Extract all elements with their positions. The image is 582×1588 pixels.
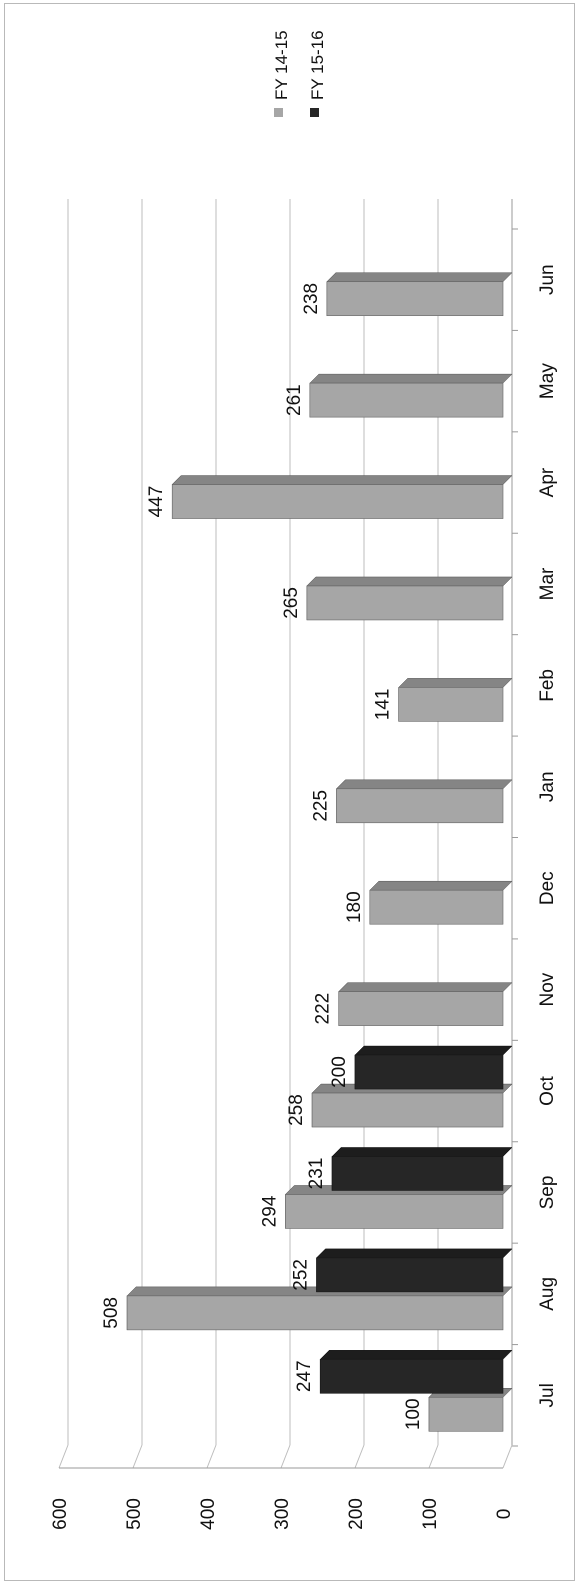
bar-side-face — [171, 475, 513, 485]
bar-side-face — [315, 1248, 513, 1259]
data-label-fy14-15-oct: 258 — [286, 1094, 307, 1126]
category-label-jun: Jun — [537, 264, 558, 295]
bar-front-face — [338, 991, 504, 1026]
data-label-fy15-16-sep: 231 — [306, 1158, 327, 1190]
category-label-may: May — [537, 363, 558, 399]
bar-side-face — [338, 982, 513, 992]
bar-fy15-16-sep — [331, 1146, 513, 1192]
data-label-fy14-15-nov: 222 — [313, 993, 334, 1025]
bar-fy15-16-aug — [315, 1248, 513, 1293]
data-label-fy15-16-oct: 200 — [329, 1056, 350, 1088]
value-tick-label-300: 300 — [272, 1498, 293, 1530]
bar-front-face — [326, 281, 504, 317]
gridline-floor-0 — [502, 1444, 513, 1469]
bar-fy14-15-sep — [284, 1184, 513, 1230]
bar-chart: 100 508 294 258 222 180 225 141 265 447 261 238 247 2… — [50, 30, 558, 1530]
data-label-fy15-16-jul: 247 — [294, 1360, 315, 1392]
bar-fy14-15-jun — [326, 272, 513, 317]
value-tick-label-600: 600 — [50, 1498, 71, 1530]
value-tick-label-400: 400 — [198, 1498, 219, 1530]
gridline-floor-300 — [280, 1444, 291, 1469]
bar-fy14-15-oct — [311, 1083, 513, 1128]
bars — [126, 272, 513, 1432]
data-label-fy14-15-dec: 180 — [344, 891, 365, 923]
bar-side-face — [309, 373, 513, 384]
gridline-floor-600 — [58, 1444, 69, 1469]
bar-front-face — [285, 1194, 504, 1229]
category-label-mar: Mar — [537, 567, 558, 600]
gridline-floor-400 — [206, 1444, 217, 1469]
bar-front-face — [316, 1257, 504, 1293]
data-label-fy14-15-aug: 508 — [101, 1297, 122, 1329]
bar-side-face — [398, 678, 513, 688]
bar-side-face — [306, 576, 513, 587]
data-label-fy15-16-aug: 252 — [291, 1259, 312, 1291]
bar-fy14-15-may — [309, 373, 513, 418]
bar-fy14-15-mar — [306, 576, 513, 621]
data-label-fy14-15-feb: 141 — [373, 689, 394, 721]
bar-fy14-15-dec — [369, 880, 513, 925]
bar-side-face — [354, 1045, 513, 1056]
bar-fy14-15-nov — [338, 982, 513, 1027]
bar-front-face — [369, 889, 504, 925]
bar-front-face — [311, 1092, 504, 1128]
bar-fy14-15-jul — [428, 1387, 513, 1432]
category-label-dec: Dec — [537, 871, 558, 905]
legend-swatch-fy14-15 — [274, 108, 283, 117]
bar-fy14-15-feb — [398, 677, 513, 722]
category-label-jul: Jul — [537, 1383, 558, 1407]
category-label-nov: Nov — [537, 972, 558, 1006]
bar-side-face — [326, 272, 513, 282]
legend-label-fy14-15: FY 14-15 — [272, 30, 291, 100]
value-tick-label-0: 0 — [494, 1509, 515, 1520]
bar-fy14-15-apr — [171, 474, 513, 520]
bar-side-face — [331, 1147, 513, 1157]
data-label-fy14-15-sep: 294 — [259, 1195, 280, 1227]
legend-swatch-fy15-16 — [310, 108, 319, 117]
value-tick-label-500: 500 — [124, 1498, 145, 1530]
bar-side-face — [335, 779, 513, 790]
chart-frame: 100 508 294 258 222 180 225 141 265 447 261 238 247 2… — [4, 3, 575, 1581]
legend-label-fy15-16: FY 15-16 — [308, 30, 327, 100]
gridline-floor-500 — [132, 1444, 143, 1469]
gridline-floor-200 — [354, 1444, 365, 1469]
data-label-fy14-15-may: 261 — [284, 384, 305, 416]
bar-front-face — [306, 585, 504, 621]
bar-front-face — [428, 1396, 504, 1432]
category-label-oct: Oct — [537, 1076, 558, 1106]
bar-fy15-16-jul — [319, 1349, 513, 1394]
bar-front-face — [398, 687, 504, 722]
data-label-fy14-15-apr: 447 — [146, 486, 167, 518]
bar-fy14-15-jan — [335, 779, 513, 824]
bar-front-face — [126, 1295, 504, 1331]
value-tick-label-200: 200 — [346, 1498, 367, 1530]
bar-fy15-16-oct — [354, 1045, 513, 1090]
category-label-sep: Sep — [537, 1176, 558, 1210]
data-label-fy14-15-jan: 225 — [311, 790, 332, 822]
bar-front-face — [309, 382, 504, 418]
category-label-aug: Aug — [537, 1277, 558, 1311]
bar-front-face — [171, 484, 504, 519]
bar-fy14-15-aug — [126, 1286, 513, 1331]
category-label-feb: Feb — [537, 669, 558, 702]
category-label-apr: Apr — [537, 467, 558, 497]
bar-front-face — [331, 1156, 504, 1191]
data-label-fy14-15-jul: 100 — [403, 1398, 424, 1430]
bar-front-face — [354, 1054, 504, 1090]
bar-front-face — [336, 788, 504, 824]
bar-side-face — [369, 880, 513, 891]
value-tick-label-100: 100 — [420, 1498, 441, 1530]
bar-front-face — [319, 1358, 504, 1394]
data-label-fy14-15-jun: 238 — [301, 283, 322, 315]
data-label-fy14-15-mar: 265 — [281, 587, 302, 619]
gridline-floor-100 — [428, 1444, 439, 1469]
category-label-jan: Jan — [537, 771, 558, 802]
bar-side-face — [319, 1350, 513, 1360]
